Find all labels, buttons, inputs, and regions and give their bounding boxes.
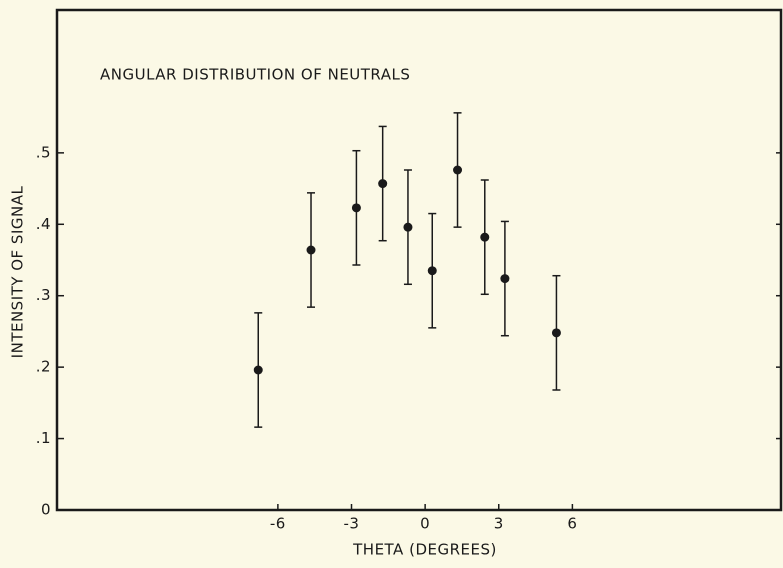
y-tick-label: .2 [36, 358, 51, 376]
data-point [306, 245, 316, 255]
data-point [480, 232, 490, 242]
data-point [351, 203, 361, 213]
y-tick-label: .4 [36, 215, 51, 233]
x-tick-label: 0 [420, 515, 430, 533]
x-tick-label: 3 [494, 515, 504, 533]
y-tick-label: .5 [36, 143, 51, 161]
y-axis-label: INTENSITY OF SIGNAL [9, 186, 27, 359]
x-tick-label: 6 [567, 515, 577, 533]
chart-title: ANGULAR DISTRIBUTION OF NEUTRALS [100, 66, 410, 84]
x-axis-label: THETA (DEGREES) [352, 541, 497, 559]
data-point [551, 328, 561, 338]
data-point [253, 365, 263, 375]
plot-frame [55, 8, 783, 512]
data-point [378, 179, 388, 189]
data-point [453, 165, 463, 175]
data-point [403, 222, 413, 232]
x-tick-label: -3 [344, 515, 360, 533]
y-tick-label: .1 [36, 429, 51, 447]
y-tick-label: .3 [36, 286, 51, 304]
data-point [500, 274, 510, 284]
x-tick-label: -6 [270, 515, 286, 533]
y-tick-label: 0 [41, 501, 51, 519]
data-point [427, 266, 437, 276]
